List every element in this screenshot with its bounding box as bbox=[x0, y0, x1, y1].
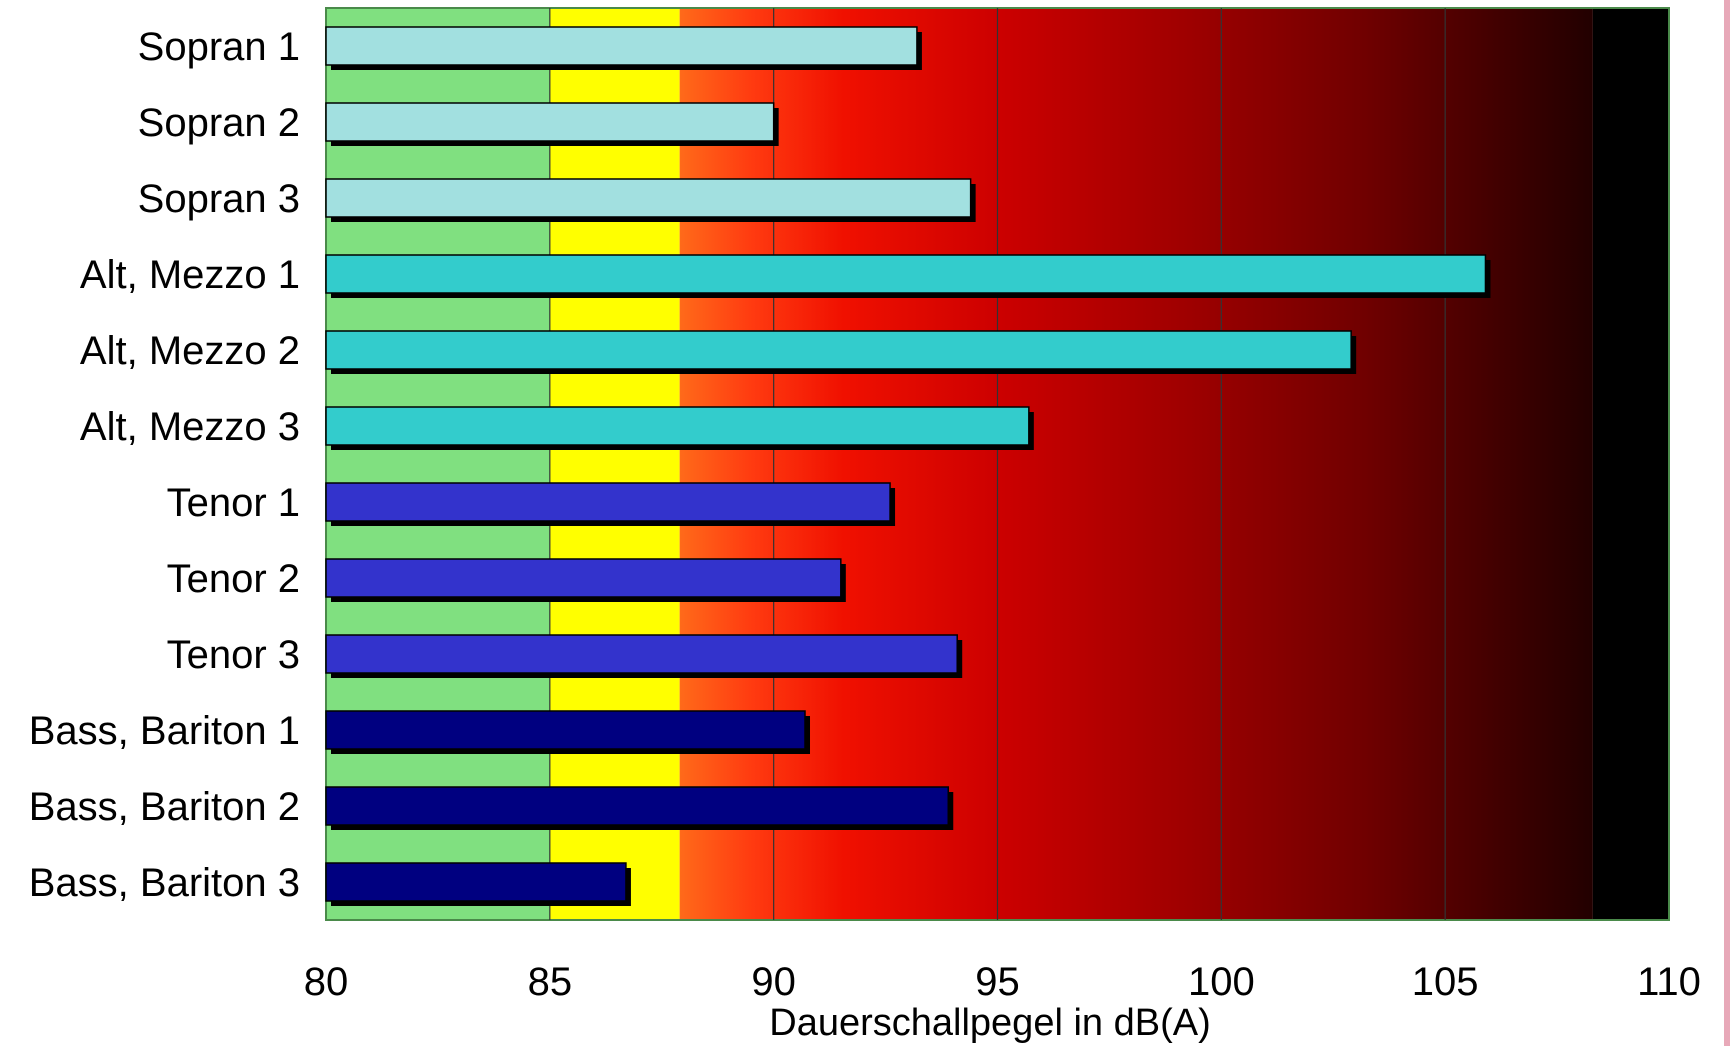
x-tick-label: 105 bbox=[1412, 960, 1479, 1004]
x-tick-labels: 80 85 90 95 100 105 110 bbox=[304, 960, 1701, 1004]
bar bbox=[325, 710, 806, 750]
x-tick-label: 110 bbox=[1637, 960, 1701, 1004]
category-label: Tenor 2 bbox=[167, 557, 300, 601]
category-label: Alt, Mezzo 3 bbox=[80, 405, 300, 449]
bar bbox=[325, 634, 958, 674]
bar bbox=[325, 254, 1487, 294]
background-zone bbox=[326, 8, 550, 920]
bar bbox=[325, 330, 1352, 370]
x-tick-label: 95 bbox=[975, 960, 1020, 1004]
category-label: Bass, Bariton 2 bbox=[29, 785, 300, 829]
x-tick-label: 80 bbox=[304, 960, 349, 1004]
category-label: Bass, Bariton 1 bbox=[29, 709, 300, 753]
x-tick-label: 100 bbox=[1188, 960, 1255, 1004]
category-label: Alt, Mezzo 1 bbox=[80, 253, 300, 297]
bars bbox=[325, 26, 1491, 906]
category-label: Alt, Mezzo 2 bbox=[80, 329, 300, 373]
bar bbox=[325, 786, 950, 826]
category-label: Sopran 3 bbox=[138, 177, 300, 221]
background-zone bbox=[679, 8, 1593, 920]
x-tick-label: 85 bbox=[528, 960, 573, 1004]
category-label: Tenor 3 bbox=[167, 633, 300, 677]
category-label: Sopran 2 bbox=[138, 101, 300, 145]
category-label: Sopran 1 bbox=[138, 25, 300, 69]
bar bbox=[325, 26, 918, 66]
bar bbox=[325, 862, 627, 902]
category-label: Bass, Bariton 3 bbox=[29, 861, 300, 905]
page-right-border bbox=[1724, 0, 1730, 1046]
x-tick-label: 90 bbox=[751, 960, 796, 1004]
category-label: Tenor 1 bbox=[167, 481, 300, 525]
bar bbox=[325, 102, 775, 142]
x-axis-title: Dauerschallpegel in dB(A) bbox=[769, 1002, 1210, 1044]
bar bbox=[325, 482, 891, 522]
bar bbox=[325, 406, 1030, 446]
bar bbox=[325, 558, 842, 598]
background-zone bbox=[1592, 8, 1669, 920]
bar bbox=[325, 178, 972, 218]
category-labels: Sopran 1 Sopran 2 Sopran 3 Alt, Mezzo 1 Alt,… bbox=[29, 25, 300, 905]
background-zones bbox=[325, 7, 1670, 921]
gridlines bbox=[549, 8, 1446, 920]
background-zone bbox=[549, 8, 680, 920]
